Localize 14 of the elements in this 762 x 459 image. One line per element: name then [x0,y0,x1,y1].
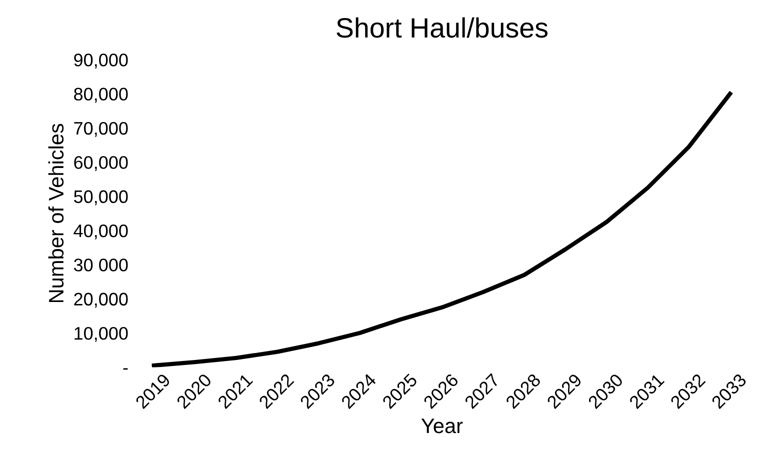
y-tick-label: - [123,368,128,370]
y-tick-label: 80,000 [74,88,128,103]
y-tick-label: 70,000 [74,122,128,137]
y-tick-label: 90,000 [74,54,128,69]
y-tick-label: 40,000 [74,224,128,240]
x-axis-title: Year [421,418,463,434]
y-tick-label: 10,000 [74,326,128,342]
y-tick-label: 60,000 [74,156,128,172]
y-tick-label: 30 000 [74,258,128,272]
y-tick-label: 50,000 [74,190,128,206]
line-series [152,92,732,368]
y-axis-title: Number of Vehicles [48,124,64,302]
y-tick-label: 20,000 [74,292,128,308]
chart-title: Short Haul/buses [336,17,548,38]
